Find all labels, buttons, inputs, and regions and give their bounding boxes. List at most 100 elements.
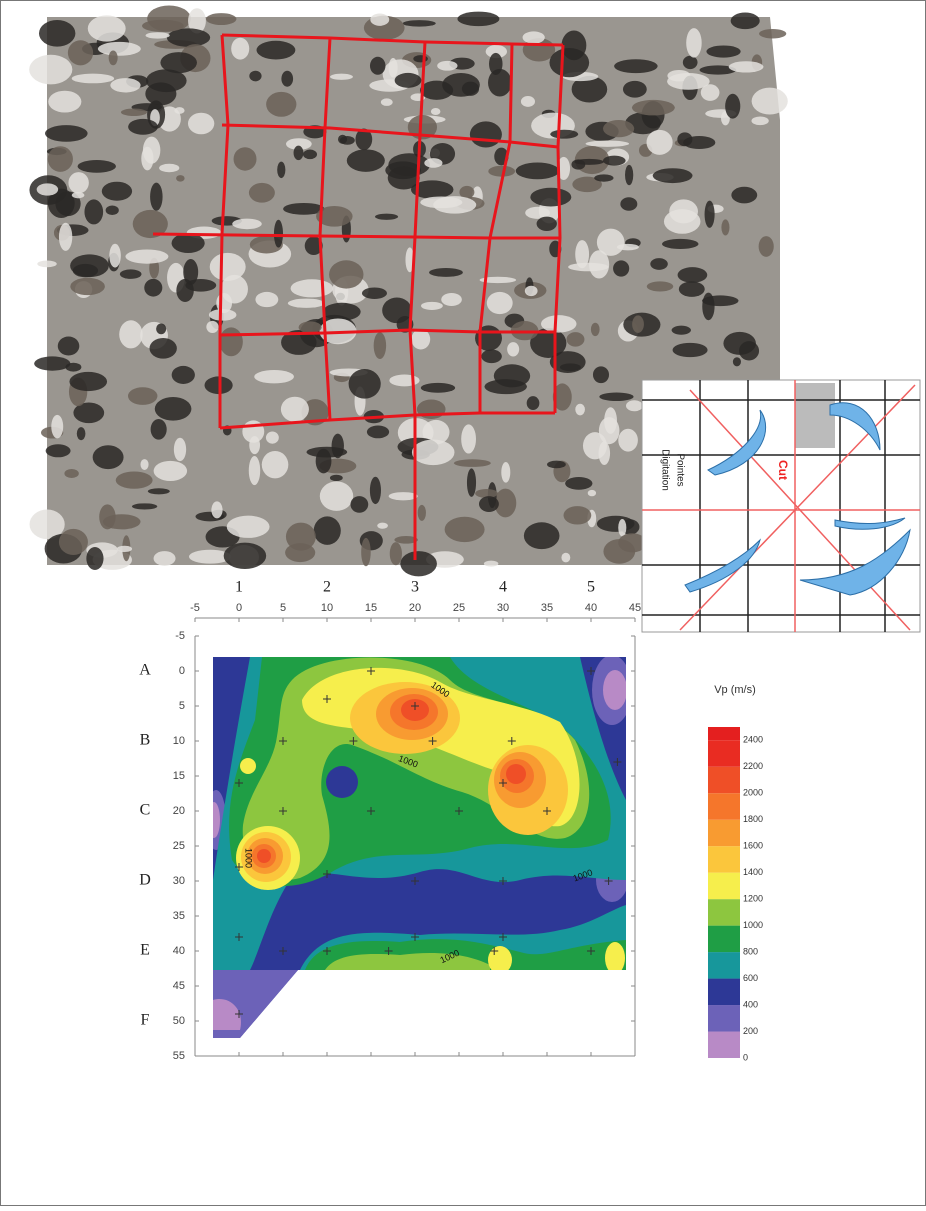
rock-texture: [142, 20, 184, 32]
rock-texture: [361, 538, 371, 566]
x-tick-label: 5: [280, 602, 286, 614]
rock-texture: [370, 57, 386, 75]
rock-texture: [86, 547, 103, 570]
colorbar-tick-label: 1800: [743, 814, 763, 824]
rock-texture: [37, 183, 58, 195]
colorbar-band: [708, 793, 740, 819]
rock-texture: [299, 321, 322, 333]
rock-texture: [731, 187, 757, 204]
rock-texture: [647, 130, 673, 155]
rock-texture: [403, 20, 436, 27]
rock-texture: [516, 163, 559, 180]
rock-texture: [625, 165, 633, 185]
rock-texture: [255, 292, 278, 307]
rock-texture: [488, 69, 511, 97]
rock-texture: [702, 295, 738, 306]
rock-texture: [249, 71, 261, 82]
rock-texture: [174, 107, 184, 114]
rock-texture: [599, 441, 611, 465]
rock-texture: [374, 332, 386, 359]
rock-texture: [484, 561, 498, 567]
rock-texture: [303, 150, 317, 160]
colorbar-tick-label: 2200: [743, 761, 763, 771]
rock-texture: [155, 397, 192, 421]
rock-texture: [34, 356, 70, 370]
rock-texture: [677, 132, 692, 146]
y-tick-label: 30: [173, 875, 185, 887]
rock-texture: [421, 302, 443, 310]
rock-texture: [176, 279, 193, 302]
inset-hatch: [795, 383, 835, 448]
rock-texture: [48, 91, 81, 113]
y-tick-label: 20: [173, 805, 185, 817]
rock-texture: [541, 315, 577, 332]
rock-texture: [68, 172, 88, 193]
y-tick-label: 35: [173, 910, 185, 922]
rock-texture: [411, 329, 430, 349]
rock-texture: [759, 236, 774, 257]
rock-texture: [521, 96, 535, 107]
rock-texture: [227, 516, 270, 538]
rock-texture: [537, 217, 557, 231]
column-label: 2: [323, 579, 331, 596]
column-label: 1: [235, 579, 243, 596]
rock-texture: [683, 56, 698, 69]
colorbar-band: [708, 952, 740, 978]
rock-texture: [51, 415, 63, 439]
contour-band: [488, 946, 512, 974]
y-tick-label: 5: [179, 700, 185, 712]
y-tick-label: -5: [175, 630, 185, 642]
rock-texture: [597, 229, 625, 256]
rock-texture: [597, 516, 635, 532]
rock-texture: [381, 98, 393, 106]
rock-texture: [117, 546, 132, 552]
colorbar-band: [708, 1032, 740, 1058]
rock-texture: [150, 183, 162, 211]
rock-texture: [487, 292, 513, 314]
rock-texture: [431, 108, 440, 115]
rock-texture: [632, 315, 644, 333]
rock-texture: [462, 82, 479, 96]
rock-texture: [37, 261, 57, 268]
rock-texture: [70, 278, 105, 295]
rock-texture: [294, 146, 304, 160]
rock-texture: [45, 125, 88, 142]
rock-texture: [274, 220, 283, 248]
x-tick-label: 25: [453, 602, 465, 614]
rock-texture: [132, 503, 157, 509]
rock-texture: [266, 431, 279, 443]
rock-texture: [349, 369, 381, 399]
rock-texture: [254, 370, 294, 383]
rock-texture: [154, 461, 187, 481]
y-tick-label: 25: [173, 840, 185, 852]
rock-texture: [59, 529, 88, 555]
colorbar-band: [708, 740, 740, 766]
rock-texture: [281, 71, 293, 87]
rock-texture: [620, 197, 637, 210]
colorbar-band: [708, 846, 740, 872]
rock-texture: [389, 492, 418, 500]
rock-texture: [156, 323, 166, 334]
rock-texture: [70, 254, 109, 277]
rock-texture: [119, 320, 142, 348]
contour-band: [506, 764, 526, 784]
rock-texture: [362, 287, 387, 299]
rock-texture: [281, 397, 309, 422]
y-tick-label: 45: [173, 980, 185, 992]
rock-texture: [721, 219, 729, 235]
rock-texture: [93, 445, 124, 469]
row-label: A: [139, 662, 151, 679]
rock-texture: [679, 281, 705, 297]
rock-texture: [705, 201, 715, 228]
x-tick-label: 30: [497, 602, 509, 614]
rock-texture: [421, 383, 455, 393]
colorbar-band: [708, 1005, 740, 1031]
rock-texture: [527, 396, 540, 410]
rock-texture: [69, 372, 107, 391]
rock-texture: [160, 52, 197, 73]
rock-texture: [144, 279, 162, 297]
colorbar-tick-label: 1000: [743, 920, 763, 930]
rock-texture: [701, 84, 720, 101]
rock-texture: [262, 451, 289, 478]
rock-texture: [332, 434, 344, 459]
